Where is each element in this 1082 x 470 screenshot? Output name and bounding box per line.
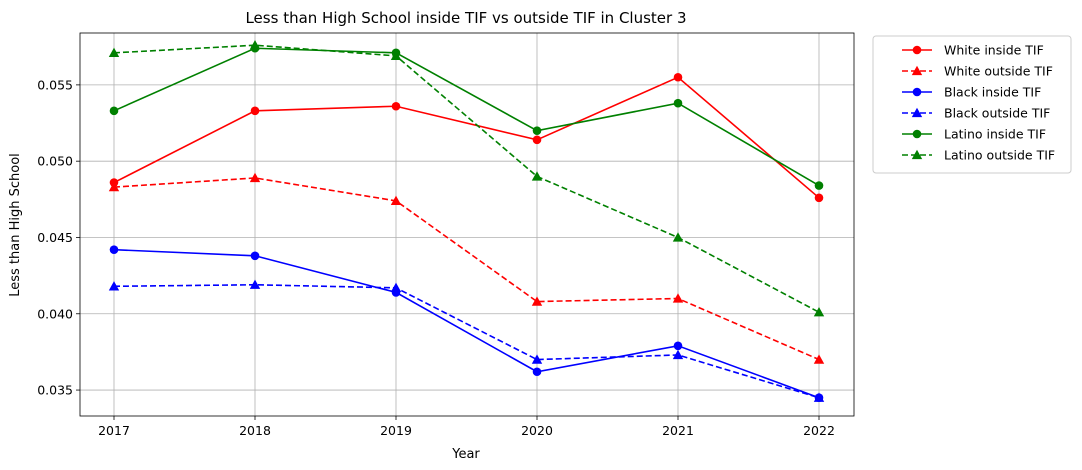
data-point	[673, 341, 683, 351]
series-2	[108, 172, 825, 364]
data-point	[250, 106, 260, 116]
legend-label: Black outside TIF	[944, 106, 1050, 121]
legend-entry: Black inside TIF	[902, 85, 1041, 100]
series-5	[109, 43, 824, 190]
data-point	[673, 98, 683, 108]
legend-marker	[911, 107, 923, 118]
legend-marker	[912, 45, 922, 55]
x-axis: 2017 2018 2019 2020 2021 2022	[98, 416, 835, 438]
data-point	[673, 72, 683, 82]
data-point	[531, 171, 543, 181]
data-point	[109, 245, 119, 254]
legend-marker	[911, 65, 923, 76]
y-tick-label: 0.055	[37, 77, 73, 92]
y-tick-label: 0.045	[37, 230, 73, 245]
legend-entry: White inside TIF	[902, 43, 1044, 58]
x-tick-label: 2021	[662, 423, 694, 438]
legend-label: Latino outside TIF	[944, 148, 1055, 163]
data-point	[109, 106, 119, 116]
legend-entry: White outside TIF	[902, 64, 1053, 79]
legend-label: White inside TIF	[944, 43, 1044, 58]
data-point	[249, 172, 261, 183]
data-point	[813, 392, 825, 402]
series-line	[113, 44, 820, 313]
data-point	[532, 135, 542, 145]
legend: White inside TIF White outside TIF Black i…	[872, 35, 1072, 174]
legend-marker	[911, 149, 923, 160]
data-point	[249, 40, 261, 50]
series-line	[113, 47, 820, 187]
y-axis-label: Less than High School	[8, 153, 23, 297]
x-tick-label: 2022	[803, 423, 835, 438]
y-axis: 0.035 0.040 0.045 0.050 0.055	[37, 77, 80, 398]
chart-title: Less than High School inside TIF vs outs…	[245, 9, 686, 27]
legend-marker	[912, 129, 922, 139]
x-tick-label: 2020	[521, 423, 553, 438]
data-point	[532, 367, 542, 377]
legend-entry: Black outside TIF	[902, 106, 1050, 121]
legend-marker	[912, 87, 922, 97]
legend-label: White outside TIF	[944, 64, 1053, 79]
series-4	[108, 279, 825, 402]
series-line	[113, 248, 820, 399]
legend-label: Black inside TIF	[944, 85, 1041, 100]
grid-lines	[80, 33, 854, 416]
x-tick-label: 2018	[239, 423, 271, 438]
data-point	[108, 281, 120, 291]
data-point	[249, 279, 261, 289]
data-point	[672, 349, 684, 360]
y-tick-label: 0.035	[37, 383, 73, 398]
x-axis-label: Year	[451, 447, 480, 462]
data-point	[813, 307, 825, 317]
data-point	[672, 232, 684, 242]
data-point	[390, 282, 402, 292]
series-line	[113, 283, 820, 399]
x-tick-label: 2019	[380, 423, 412, 438]
data-point	[250, 251, 260, 261]
data-point	[814, 193, 824, 203]
series-layer	[108, 40, 825, 402]
y-tick-label: 0.050	[37, 154, 73, 169]
x-tick-label: 2017	[98, 423, 130, 438]
data-point	[390, 195, 402, 206]
data-point	[813, 354, 825, 364]
plot-area-frame	[79, 32, 855, 417]
y-tick-label: 0.040	[37, 306, 73, 321]
data-point	[531, 354, 543, 364]
data-point	[672, 293, 684, 303]
legend-entry: Latino inside TIF	[902, 127, 1046, 142]
data-point	[390, 50, 402, 61]
series-line	[113, 76, 820, 199]
data-point	[531, 296, 543, 306]
data-point	[532, 126, 542, 135]
legend-label: Latino inside TIF	[944, 127, 1046, 142]
series-line	[113, 177, 820, 361]
legend-entry: Latino outside TIF	[902, 148, 1055, 163]
series-6	[108, 40, 825, 317]
series-1	[109, 72, 824, 203]
data-point	[108, 181, 120, 192]
data-point	[108, 47, 120, 57]
data-point	[814, 181, 824, 190]
data-point	[391, 101, 401, 111]
